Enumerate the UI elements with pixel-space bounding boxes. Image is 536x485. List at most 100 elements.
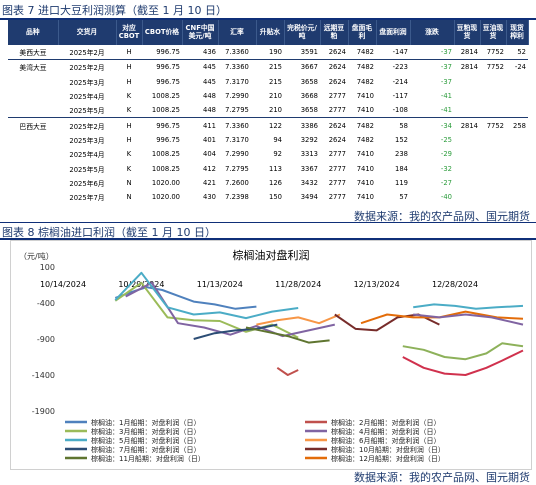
table-row: 2025年4月 K 1008.25 448 7.2990 210 3668 2777 7410 -… [8,89,528,103]
table-cell: -24 [506,59,528,75]
table-cell: 7482 [348,59,376,75]
table-cell: 3667 [284,59,320,75]
legend-label: 棕榈油：3月船期：对盘利润（日） [91,427,200,436]
table-cell: 92 [273,150,282,159]
chart-title: 棕榈油对盘利润 [233,248,310,262]
table-cell [506,190,528,204]
table-cell: 411 [182,117,218,133]
table-cell [506,133,528,147]
table-cell: 7482 [348,117,376,133]
x-tick-label: 10/14/2024 [40,280,86,289]
table-cell: 150 [269,193,282,202]
table-cell: 美湾大豆 [8,59,58,75]
legend-label: 棕榈油：6月船期：对盘利润（日） [331,436,440,445]
table-cell [454,133,480,147]
table-cell: 119 [395,178,408,187]
table-header-cell: 品种 [8,20,59,45]
x-tick-label: 10/29/2024 [118,280,164,289]
table-header-cell: 涨跌 [410,20,455,45]
y-tick-label: -1400 [32,371,55,380]
table-cell: 2624 [328,77,346,86]
table-cell: -108 [392,106,408,115]
table-cell: 58 [376,117,410,133]
table-cell: 445 [182,59,218,75]
table-cell: 3386 [284,117,320,133]
table-cell [454,103,480,118]
table-cell: 94 [273,135,282,144]
table-cell [506,176,528,190]
table-cell: N [126,178,132,187]
series-line-4 [125,281,336,338]
table-cell [8,190,58,204]
legend-label: 棕榈油：7月船期：对盘利润（日） [91,445,200,454]
table-cell: 2814 [454,117,480,133]
table-cell: 7482 [348,43,376,60]
table-cell: 7482 [356,135,374,144]
table-cell [480,190,506,204]
table-cell: 2025年3月 [69,136,105,145]
table-cell [506,89,528,103]
table-row: 美西大豆 2025年2月 H 996.75 436 7.3360 190 3591 2624 74… [8,43,528,60]
table-cell: 2025年2月 [58,59,116,75]
table-header-cell: 汇率 [218,20,257,45]
table-header-cell: 盘面毛利 [348,20,377,45]
table-figure-title: 图表 7 进口大豆利润测算（截至 1 月 10 日） [2,4,227,17]
table-cell: 3367 [300,164,318,173]
table-cell [506,147,528,161]
y-tick-label: -400 [37,299,55,308]
y-axis-label: （元/吨） [19,251,54,261]
table-cell: 436 [182,43,218,60]
table-cell [8,147,58,161]
chart-source-note: 数据来源：我的农产品网、国元期货 [354,471,530,484]
table-row: 美湾大豆 2025年2月 H 996.75 445 7.3360 215 3667 2624 74… [8,59,528,75]
table-cell: 7.2795 [225,164,249,173]
table-header-cell: 交货月 [58,20,117,45]
table-cell [480,176,506,190]
table-cell: 3668 [300,92,318,101]
table-cell: 7.2600 [225,178,249,187]
chart-figure-title: 图表 8 棕榈油进口利润（截至 1 月 10 日） [2,226,216,239]
table-header-cell: 豆油现货 [480,20,507,45]
table-cell: 7.3360 [218,43,256,60]
table-cell: 7.3360 [218,117,256,133]
series-line-6 [256,313,341,326]
table-cell: 2624 [320,117,348,133]
table-top-rule [0,18,536,20]
table-cell: 2777 [328,164,346,173]
table-cell: -41 [440,92,452,101]
table-cell: -223 [376,59,410,75]
table-cell: 996.75 [142,43,182,60]
table-header-cell: 升贴水 [256,20,285,45]
table-cell: 448 [203,92,216,101]
table-cell: 238 [395,150,408,159]
table-cell: -29 [440,150,452,159]
table-cell: -32 [440,164,452,173]
table-row: 2025年3月 H 996.75 401 7.3170 94 3292 2624 7482 152… [8,133,528,147]
table-cell: 421 [203,178,216,187]
series-line-5 [114,271,299,320]
table-cell: 2814 [454,59,480,75]
table-cell: -37 [410,59,454,75]
table-cell: 996.75 [142,59,182,75]
table-cell: 126 [269,178,282,187]
table-cell [454,147,480,161]
table-cell: 2624 [320,43,348,60]
table-cell: 7410 [356,178,374,187]
table-cell: 52 [506,43,528,60]
table-cell: 7.3170 [225,135,249,144]
table-cell: 2025年5月 [69,107,105,116]
table-cell: 2624 [320,59,348,75]
table-cell: 190 [256,43,284,60]
series-line-11 [402,349,524,376]
table-cell [480,103,506,118]
table-cell: 2624 [328,135,346,144]
table-cell: 2025年3月 [69,78,105,87]
table-cell [454,176,480,190]
series-line-7 [193,323,278,340]
table-cell: 7410 [356,150,374,159]
table-cell: 445 [203,77,216,86]
series-line-12 [402,342,524,361]
table-cell: 3313 [300,150,318,159]
table-cell: H [126,77,132,86]
table-cell: 3494 [300,193,318,202]
